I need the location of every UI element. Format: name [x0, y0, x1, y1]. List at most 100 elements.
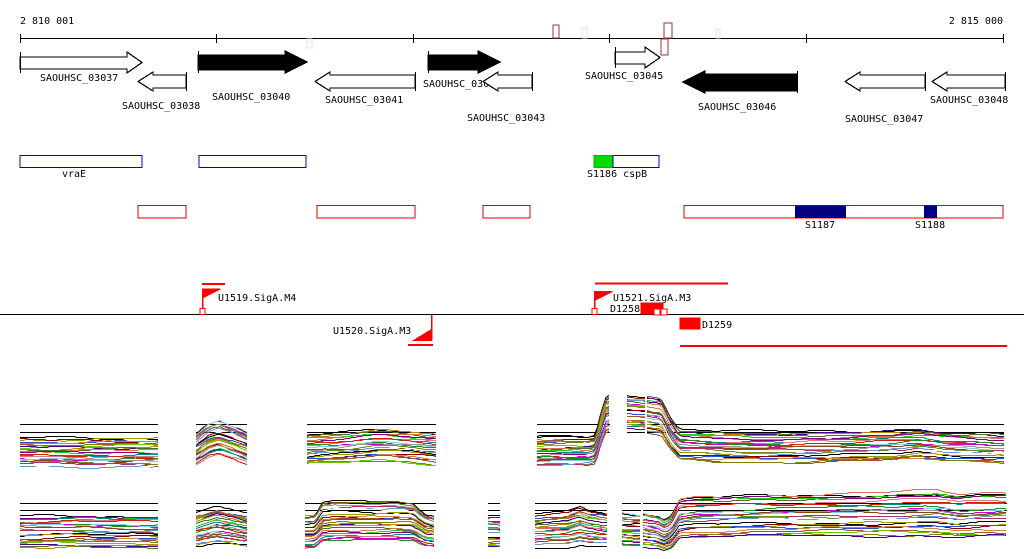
expression-trace — [642, 498, 1006, 528]
flag-triangle-U1520.SigA.M3[interactable] — [411, 328, 432, 341]
expression-trace — [643, 534, 1007, 552]
expression-trace — [488, 541, 500, 543]
feature-box-S1187[interactable] — [795, 205, 846, 219]
red-box-label-D1258: D1258 — [610, 304, 640, 315]
expression-trace — [537, 401, 610, 447]
flag-triangle-U1521.SigA.M3[interactable] — [594, 291, 613, 302]
expression-trace — [304, 537, 435, 549]
ruler-mark-dark[interactable] — [660, 38, 669, 56]
gene-arrow-SAOUHSC_03043[interactable] — [481, 70, 533, 93]
gene-arrow-SAOUHSC_03048[interactable] — [930, 70, 1006, 93]
expression-trace — [195, 425, 248, 440]
expression-trace — [195, 506, 247, 513]
expression-trace — [535, 505, 608, 515]
expression-trace — [488, 529, 501, 531]
gene-arrow-SAOUHSC_03042[interactable] — [427, 50, 502, 74]
expression-trace — [647, 398, 1004, 434]
expression-trace — [626, 395, 645, 398]
ruler-mark-dark[interactable] — [552, 24, 560, 39]
probe-box[interactable] — [137, 204, 187, 219]
expression-trace — [622, 522, 641, 526]
expression-trace — [305, 535, 434, 546]
expression-trace — [307, 434, 436, 442]
expression-trace — [195, 424, 248, 438]
expression-trace — [20, 541, 158, 546]
expression-block — [626, 395, 646, 433]
expression-trace — [622, 525, 640, 527]
feature-label-S1187: S1187 — [805, 220, 835, 231]
expression-trace — [488, 524, 501, 526]
expression-trace — [643, 493, 1007, 524]
ruler-mark-pale[interactable] — [581, 27, 588, 39]
expression-trace — [20, 545, 158, 549]
gene-arrow-SAOUHSC_03047[interactable] — [843, 70, 926, 93]
flag-label-U1519.SigA.M4: U1519.SigA.M4 — [218, 293, 296, 304]
expression-trace — [536, 420, 610, 461]
expression-trace — [195, 518, 247, 527]
feature-box-green[interactable] — [593, 154, 614, 169]
expression-trace — [642, 524, 1006, 545]
feature-box-blue[interactable] — [198, 154, 307, 169]
flag-base-square — [591, 308, 598, 315]
expression-block — [195, 503, 248, 547]
probe-box[interactable] — [316, 204, 416, 219]
expression-block — [304, 500, 436, 549]
expression-trace — [20, 440, 158, 444]
expression-trace — [305, 521, 435, 534]
gene-arrow-SAOUHSC_03046[interactable] — [681, 70, 798, 94]
gene-arrow-SAOUHSC_03040[interactable] — [197, 50, 309, 74]
expression-trace — [195, 453, 248, 465]
expression-trace — [643, 530, 1007, 549]
gene-arrow-SAOUHSC_03038[interactable] — [136, 70, 187, 93]
expression-trace — [305, 523, 435, 537]
ruler-mark-pale[interactable] — [306, 38, 313, 49]
gene-label-SAOUHSC_03037: SAOUHSC_03037 — [40, 73, 118, 84]
expression-trace — [20, 444, 158, 449]
expression-trace — [195, 419, 248, 436]
gene-label-SAOUHSC_03042: SAOUHSC_03042 — [423, 79, 501, 90]
expression-trace — [535, 533, 608, 540]
expression-trace — [627, 420, 646, 423]
probe-box[interactable] — [482, 204, 531, 219]
gene-label-SAOUHSC_03038: SAOUHSC_03038 — [122, 101, 200, 112]
red-box-D1259[interactable] — [679, 317, 701, 330]
gene-arrow-SAOUHSC_03041[interactable] — [313, 70, 416, 93]
expression-trace — [20, 517, 158, 520]
expression-trace — [642, 494, 1006, 522]
expression-trace — [305, 531, 434, 542]
expression-trace — [306, 461, 436, 466]
small-red-square — [660, 308, 668, 316]
expression-trace — [305, 530, 435, 542]
flag-label-U1520.SigA.M3: U1520.SigA.M3 — [333, 326, 411, 337]
expression-trace — [307, 438, 436, 445]
gene-arrow-SAOUHSC_03037[interactable] — [19, 50, 144, 75]
gene-arrow-SAOUHSC_03045[interactable] — [614, 45, 662, 70]
expression-trace — [195, 538, 247, 543]
gene-label-SAOUHSC_03046: SAOUHSC_03046 — [698, 102, 776, 113]
expression-trace — [627, 397, 645, 399]
expression-trace — [622, 516, 640, 518]
feature-box-blue[interactable] — [612, 154, 660, 169]
expression-trace — [20, 516, 158, 519]
expression-block — [306, 424, 437, 466]
expression-trace — [195, 531, 248, 537]
flag-track: U1519.SigA.M4U1520.SigA.M3U1521.SigA.M3D… — [0, 282, 1024, 347]
feature-box-blue[interactable] — [19, 154, 143, 169]
expression-trace — [622, 532, 640, 534]
expression-trace — [20, 526, 158, 530]
expression-trace — [627, 406, 645, 408]
expression-trace — [307, 459, 436, 466]
expression-trace — [643, 495, 1006, 527]
expression-trace — [646, 410, 1004, 451]
ruler-mark-dark[interactable] — [663, 22, 673, 39]
expression-trace — [20, 443, 158, 447]
expression-trace — [195, 437, 248, 447]
expression-trace — [305, 527, 435, 539]
flag-triangle-U1519.SigA.M4[interactable] — [202, 288, 221, 299]
expression-trace — [534, 517, 607, 525]
feature-box-S1188[interactable] — [924, 205, 937, 219]
expression-trace — [305, 502, 434, 519]
gene-label-SAOUHSC_03040: SAOUHSC_03040 — [212, 92, 290, 103]
ruler-mark-pale[interactable] — [715, 28, 721, 39]
